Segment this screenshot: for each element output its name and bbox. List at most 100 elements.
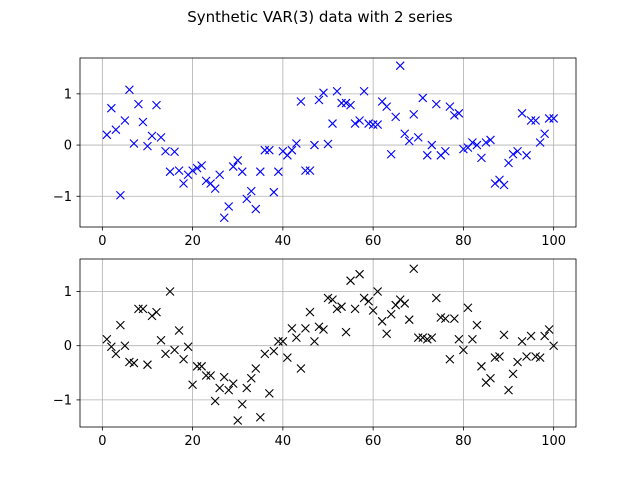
- bottom-data-point: [422, 334, 432, 344]
- bottom-y-ticks: −1 0 1: [53, 285, 80, 408]
- bottom-data-point: [413, 333, 423, 342]
- top-data-point: [287, 145, 297, 155]
- top-data-point: [134, 99, 143, 109]
- top-data-point: [170, 147, 179, 157]
- top-data-point: [440, 146, 450, 156]
- top-data-point: [116, 190, 125, 200]
- top-data-point: [400, 129, 410, 139]
- bottom-data-point: [116, 320, 125, 330]
- top-data-point: [346, 100, 355, 110]
- top-data-point: [301, 166, 310, 176]
- bottom-data-point: [224, 385, 234, 395]
- bottom-data-point: [310, 336, 319, 346]
- top-data-point: [526, 116, 536, 125]
- top-data-point: [120, 116, 130, 125]
- bottom-data-point: [486, 373, 495, 383]
- bottom-data-point: [459, 345, 468, 355]
- top-data-point: [504, 158, 513, 168]
- top-data-point: [215, 170, 225, 180]
- top-data-point: [508, 149, 518, 159]
- top-data-point: [517, 108, 527, 118]
- bottom-data-point: [355, 269, 364, 279]
- top-data-point: [332, 86, 342, 96]
- top-data-point: [490, 179, 500, 188]
- bottom-data-point: [418, 333, 428, 342]
- bottom-data-point: [449, 314, 459, 324]
- top-data-point: [125, 85, 134, 95]
- bottom-data-point: [237, 399, 247, 409]
- top-data-point: [296, 97, 306, 106]
- bottom-data-point: [120, 341, 130, 351]
- bottom-data-point: [522, 352, 531, 361]
- top-data-point: [549, 114, 559, 123]
- bottom-data-point: [364, 296, 374, 306]
- top-data-point: [431, 99, 441, 109]
- top-data-point: [156, 132, 166, 142]
- bottom-data-point: [346, 276, 355, 286]
- top-data-point: [328, 119, 337, 128]
- bottom-data-point: [319, 325, 328, 334]
- top-x-tick-label: 20: [184, 234, 201, 249]
- bottom-plot-frame: [79, 258, 577, 428]
- bottom-x-tick-label: 0: [98, 434, 106, 449]
- top-data-point: [522, 150, 531, 160]
- bottom-data-point: [359, 293, 369, 303]
- bottom-chart: 0 20 40 60 80 100 −1 0 1: [53, 258, 577, 449]
- bottom-data-point: [134, 304, 143, 314]
- bottom-data-point: [269, 346, 279, 356]
- bottom-data-point: [210, 396, 220, 406]
- bottom-data-point: [540, 331, 550, 341]
- top-data-point: [111, 125, 121, 135]
- top-data-point: [273, 167, 283, 177]
- top-data-point: [192, 163, 202, 173]
- top-data-point: [427, 140, 437, 150]
- bottom-data-point: [197, 361, 207, 371]
- bottom-data-point: [517, 336, 527, 346]
- top-data-point: [233, 156, 243, 165]
- bottom-data-point: [152, 307, 161, 317]
- top-data-point: [418, 93, 428, 103]
- top-data-point: [228, 162, 238, 171]
- bottom-data-point: [477, 361, 486, 371]
- bottom-x-ticks: 0 20 40 60 80 100: [98, 427, 566, 449]
- bottom-data-point: [260, 349, 270, 359]
- top-data-point: [237, 167, 247, 177]
- bottom-data-point: [111, 349, 121, 359]
- bottom-data-point: [504, 385, 513, 395]
- bottom-data-point: [170, 345, 179, 355]
- top-data-point: [359, 86, 369, 96]
- top-markers: [102, 61, 559, 223]
- bottom-data-point: [549, 341, 559, 351]
- top-data-point: [246, 186, 256, 196]
- bottom-data-point: [282, 353, 292, 363]
- top-data-point: [513, 146, 522, 156]
- bottom-data-point: [106, 342, 116, 352]
- top-data-point: [499, 180, 509, 190]
- bottom-data-point: [264, 389, 274, 398]
- bottom-data-point: [386, 309, 396, 319]
- bottom-y-tick-label: 1: [64, 285, 72, 300]
- top-data-point: [337, 98, 346, 108]
- bottom-x-tick-label: 100: [541, 434, 566, 449]
- bottom-data-point: [305, 307, 315, 317]
- top-x-tick-label: 100: [541, 234, 566, 249]
- top-data-point: [147, 131, 157, 141]
- bottom-data-point: [301, 323, 310, 333]
- bottom-data-point: [138, 304, 148, 314]
- bottom-data-point: [513, 357, 522, 367]
- bottom-data-point: [400, 299, 410, 308]
- top-data-point: [323, 139, 333, 149]
- top-data-point: [138, 117, 148, 127]
- top-data-point: [472, 140, 482, 150]
- bottom-data-point: [377, 316, 387, 326]
- top-y-tick-label: 0: [64, 139, 72, 154]
- bottom-data-point: [192, 361, 202, 371]
- top-data-point: [152, 100, 161, 110]
- top-data-point: [355, 116, 364, 125]
- top-data-point: [106, 103, 116, 113]
- bottom-data-point: [328, 295, 337, 305]
- bottom-x-tick-label: 40: [275, 434, 292, 449]
- bottom-markers: [102, 264, 559, 425]
- top-data-point: [310, 140, 319, 150]
